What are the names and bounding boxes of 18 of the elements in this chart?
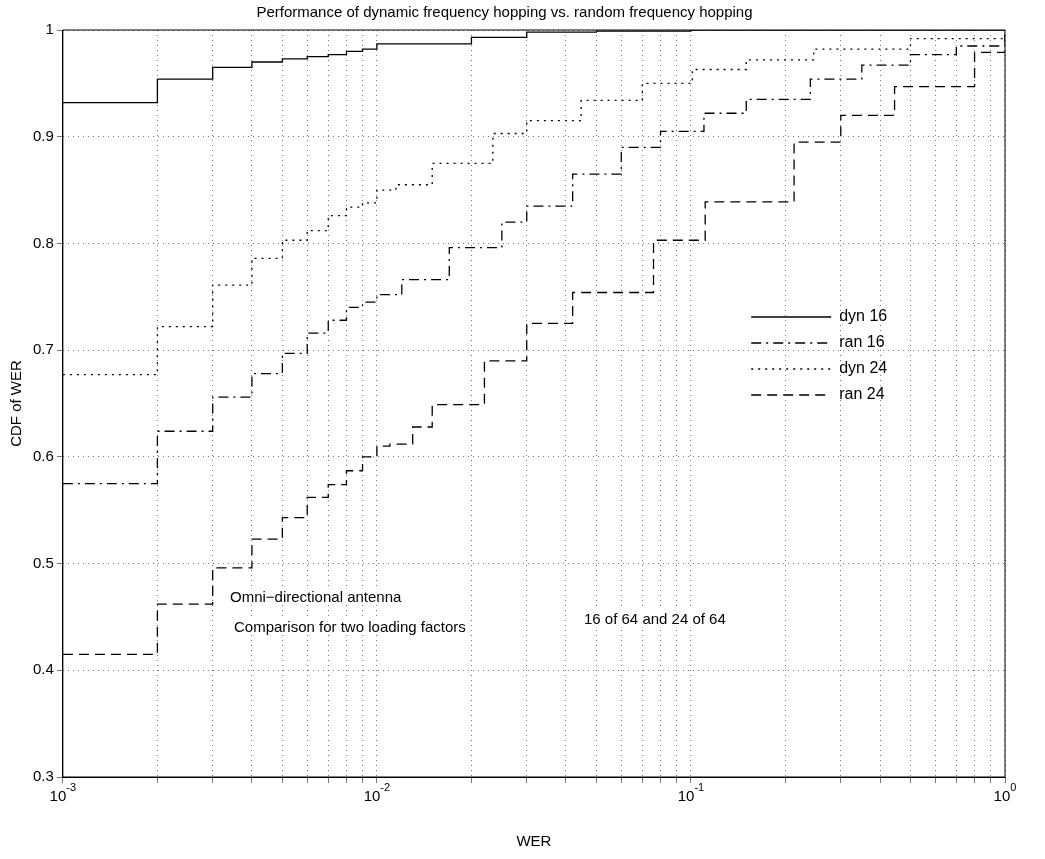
y-tick-label: 0.5 <box>32 553 54 571</box>
annotation: 16 of 64 and 24 of 64 <box>584 610 726 627</box>
chart-title: Performance of dynamic frequency hopping vs. random frequency hopping <box>256 3 753 21</box>
legend-label: ran 24 <box>839 385 885 403</box>
y-tick-label: 0.3 <box>32 767 54 785</box>
y-tick-label: 0.6 <box>32 447 54 464</box>
legend-label: dyn 24 <box>839 359 888 377</box>
legend-label: dyn 16 <box>839 307 888 325</box>
x-axis-title: WER <box>516 832 552 850</box>
y-tick-label: 0.4 <box>32 660 54 678</box>
y-tick-label: 0.7 <box>32 340 54 358</box>
y-axis-title: CDF of WER <box>7 360 25 447</box>
annotation: Comparison for two loading factors <box>234 618 466 635</box>
y-tick-label: 0.9 <box>32 126 54 144</box>
y-tick-label: 1 <box>45 20 54 38</box>
annotation: Omni−directional antenna <box>230 588 402 605</box>
y-tick-label: 0.8 <box>32 233 54 251</box>
legend-label: ran 16 <box>839 333 885 351</box>
